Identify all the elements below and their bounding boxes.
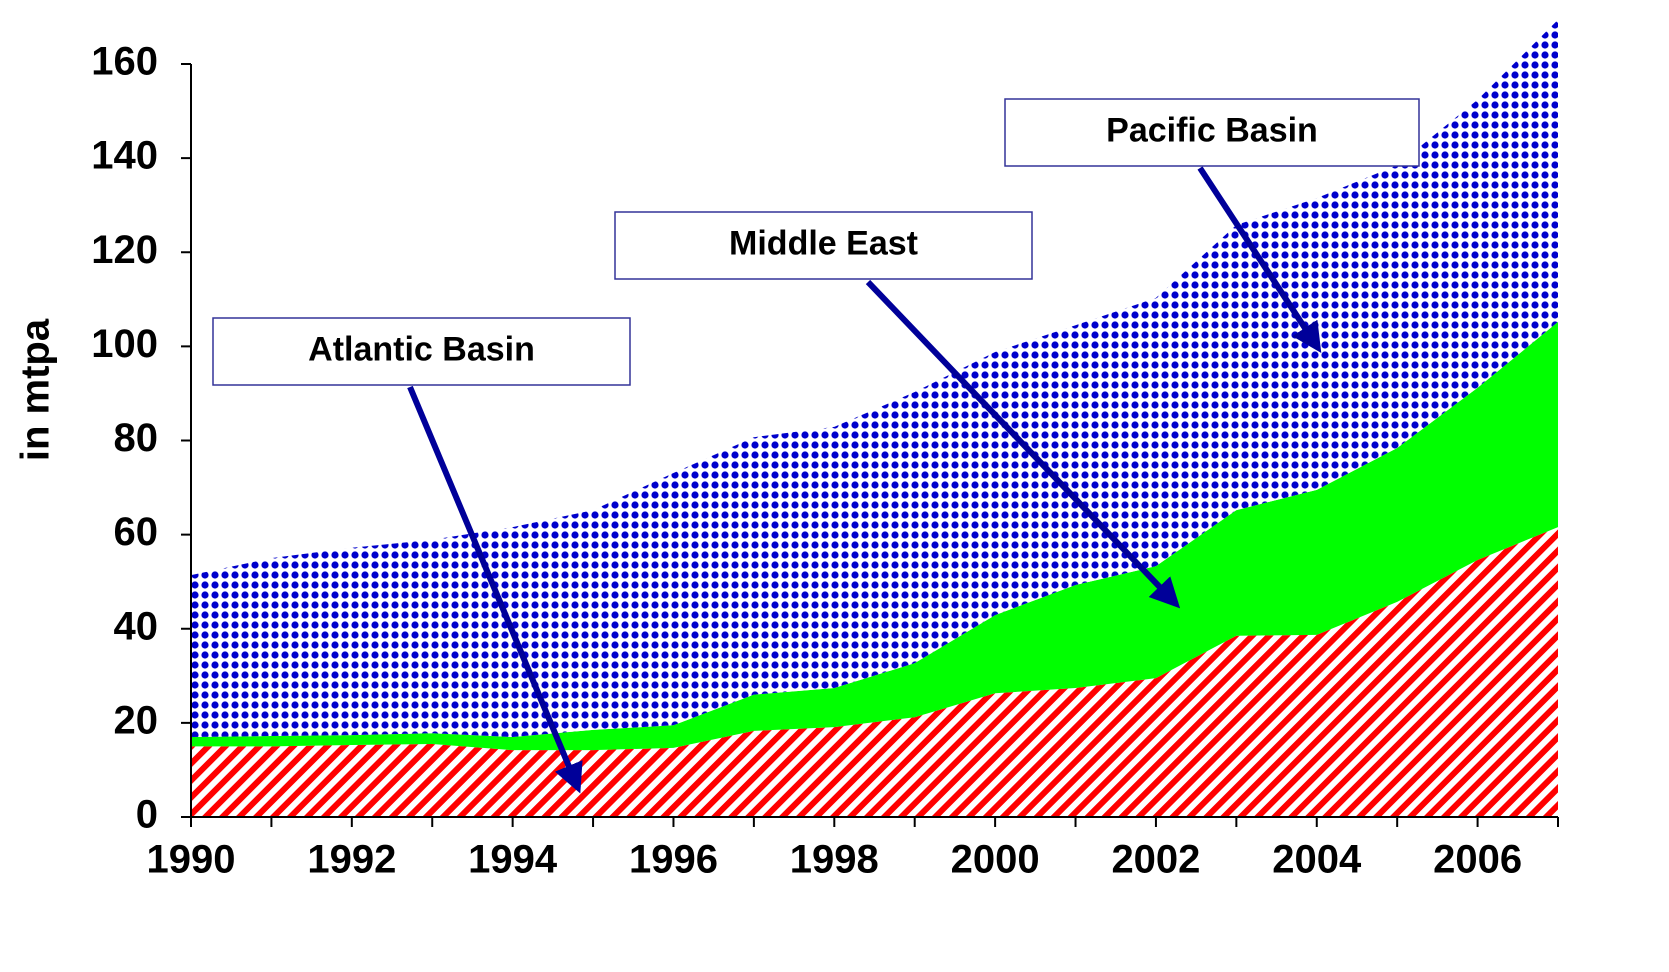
y-tick-label: 60 [114,510,159,554]
x-tick-label: 1990 [147,838,236,882]
annotation-label: Pacific Basin [1106,111,1318,149]
x-tick-label: 2002 [1111,838,1200,882]
y-tick-label: 120 [91,228,158,272]
area-dots [191,19,1558,737]
y-tick-label: 80 [114,416,159,460]
y-tick-label: 20 [114,698,159,742]
x-tick-label: 1996 [629,838,718,882]
y-tick-label: 160 [91,40,158,84]
x-tick-label: 2004 [1272,838,1362,882]
annotation-box [614,211,1033,280]
annotation-arrow [407,385,583,794]
annotation-label: Middle East [729,224,918,262]
annotation-arrow [865,279,1181,609]
annotation-label: Atlantic Basin [308,330,535,368]
y-axis-label: in mtpa [14,318,58,461]
annotation-box [1004,98,1420,167]
area-solid [191,321,1558,751]
x-tick-label: 1992 [307,838,396,882]
area-hatch [191,527,1558,817]
x-tick-label: 2000 [951,838,1040,882]
x-tick-label: 1994 [468,838,558,882]
x-tick-label: 1998 [790,838,879,882]
y-tick-label: 40 [114,604,159,648]
x-tick-label: 2006 [1433,838,1522,882]
y-tick-label: 100 [91,322,158,366]
annotation-arrow [1197,166,1322,354]
annotation-box [212,317,631,386]
y-tick-label: 0 [136,793,158,837]
y-tick-label: 140 [91,134,158,178]
